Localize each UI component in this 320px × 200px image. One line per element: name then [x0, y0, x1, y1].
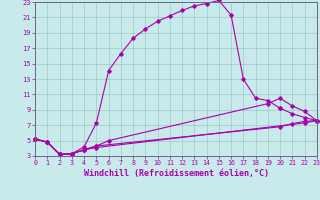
- X-axis label: Windchill (Refroidissement éolien,°C): Windchill (Refroidissement éolien,°C): [84, 169, 268, 178]
